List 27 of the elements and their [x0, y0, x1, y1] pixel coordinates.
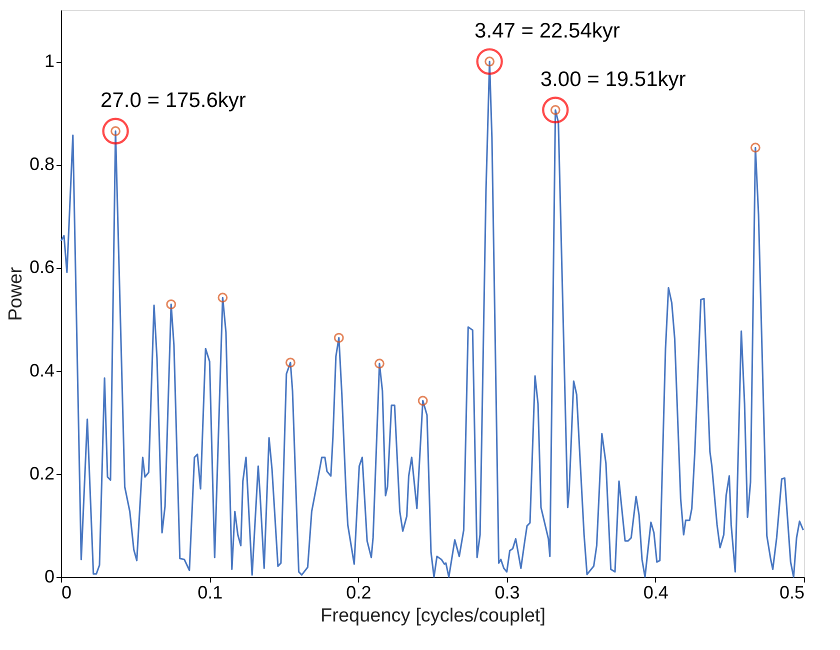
- point: [750, 142, 760, 153]
- point: [102, 118, 129, 144]
- y-tick-label: 0.2: [29, 463, 54, 484]
- x-tick-label: 0.2: [346, 582, 372, 602]
- x-axis-title: Frequency [cycles/couplet]: [320, 606, 546, 626]
- y-tick-label: 1: [44, 51, 54, 72]
- annotation: 3.00 = 19.51kyr: [540, 68, 686, 91]
- y-tick-label: 0.4: [29, 360, 54, 380]
- x-tick-label: 0.5: [779, 582, 804, 602]
- x-tick-label: 0: [62, 582, 72, 602]
- y-axis-title: Power: [5, 266, 26, 321]
- point: [374, 358, 384, 369]
- y-tick-label: 0: [44, 566, 54, 586]
- point: [285, 358, 296, 368]
- x-tick-label: 0.1: [198, 582, 223, 602]
- point: [418, 396, 428, 406]
- point: [476, 48, 503, 75]
- x-tick-label: 0.4: [643, 582, 668, 602]
- point: [334, 332, 344, 343]
- y-tick-label: 0.8: [29, 154, 54, 174]
- annotation: 3.47 = 22.54kyr: [474, 20, 620, 43]
- annotation: 27.0 = 175.6kyr: [100, 89, 246, 112]
- y-tick-label: 0.6: [29, 257, 54, 278]
- point: [218, 292, 228, 303]
- point: [166, 299, 176, 310]
- point: [542, 96, 569, 124]
- x-tick-label: 0.3: [494, 582, 520, 602]
